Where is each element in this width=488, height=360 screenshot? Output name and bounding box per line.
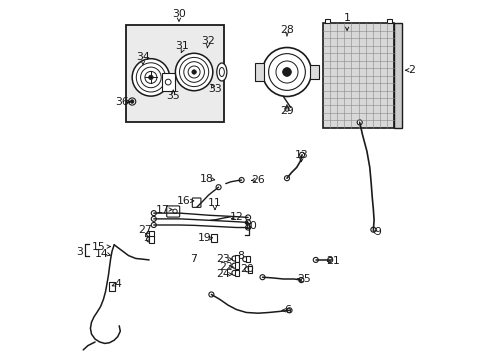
Text: 20: 20 — [240, 264, 254, 274]
Circle shape — [242, 257, 247, 262]
Bar — [322, 23, 393, 128]
Text: 27: 27 — [138, 225, 152, 235]
Bar — [235, 255, 239, 262]
Text: 9: 9 — [373, 227, 380, 237]
Circle shape — [231, 256, 237, 261]
Text: 25: 25 — [296, 274, 310, 284]
Circle shape — [244, 267, 249, 272]
Text: 14: 14 — [94, 249, 108, 259]
Bar — [324, 19, 329, 23]
Circle shape — [128, 98, 136, 105]
Bar — [108, 282, 115, 291]
Text: 31: 31 — [175, 41, 189, 51]
Circle shape — [245, 225, 250, 230]
Bar — [149, 236, 154, 243]
Text: 4: 4 — [114, 279, 121, 289]
FancyBboxPatch shape — [166, 206, 179, 217]
Circle shape — [130, 100, 134, 103]
Circle shape — [282, 68, 291, 76]
Bar — [149, 231, 154, 237]
Bar — [386, 19, 392, 23]
Circle shape — [284, 107, 288, 111]
FancyBboxPatch shape — [192, 198, 201, 207]
Circle shape — [313, 257, 318, 262]
Circle shape — [284, 176, 289, 181]
Bar — [393, 23, 401, 128]
Bar — [309, 65, 318, 79]
Bar — [162, 73, 174, 91]
Circle shape — [327, 257, 332, 262]
Text: 26: 26 — [251, 175, 264, 185]
Circle shape — [245, 220, 250, 225]
Text: 22: 22 — [219, 262, 233, 272]
Text: 28: 28 — [280, 24, 293, 35]
Circle shape — [231, 263, 237, 268]
Text: 23: 23 — [216, 254, 229, 264]
Text: 17: 17 — [155, 204, 169, 215]
Circle shape — [191, 70, 196, 74]
Circle shape — [151, 216, 156, 221]
Bar — [126, 25, 224, 122]
Text: 7: 7 — [189, 254, 196, 264]
Circle shape — [231, 270, 237, 275]
Text: 36: 36 — [115, 96, 129, 107]
Circle shape — [146, 231, 151, 237]
Text: 32: 32 — [201, 36, 214, 46]
Text: 10: 10 — [244, 221, 257, 231]
Text: 15: 15 — [92, 242, 105, 252]
Text: 30: 30 — [172, 9, 185, 19]
Text: 35: 35 — [166, 91, 180, 102]
Text: 2: 2 — [407, 65, 414, 75]
Ellipse shape — [216, 63, 226, 81]
Circle shape — [175, 53, 212, 91]
Text: 34: 34 — [136, 52, 149, 62]
Circle shape — [286, 308, 291, 313]
Text: 29: 29 — [280, 106, 293, 116]
Text: 11: 11 — [208, 198, 222, 208]
Circle shape — [370, 227, 375, 232]
Bar — [245, 256, 250, 262]
Text: 24: 24 — [216, 269, 229, 279]
Circle shape — [260, 275, 264, 280]
Bar — [235, 262, 239, 269]
Circle shape — [146, 237, 151, 242]
Text: 8: 8 — [237, 251, 244, 261]
Circle shape — [211, 236, 216, 241]
Text: 13: 13 — [294, 150, 307, 160]
Text: 3: 3 — [76, 247, 83, 257]
Circle shape — [151, 222, 156, 228]
Text: 6: 6 — [284, 305, 290, 315]
Text: 5: 5 — [143, 233, 150, 243]
Text: 33: 33 — [208, 84, 222, 94]
Text: 12: 12 — [229, 212, 243, 222]
Circle shape — [216, 185, 221, 190]
Bar — [255, 63, 264, 81]
Circle shape — [299, 152, 304, 157]
Text: 1: 1 — [343, 13, 350, 23]
Text: 21: 21 — [325, 256, 339, 266]
Text: 19: 19 — [198, 233, 211, 243]
Circle shape — [208, 292, 213, 297]
Circle shape — [356, 120, 362, 125]
Text: 18: 18 — [200, 174, 213, 184]
Text: 16: 16 — [176, 196, 190, 206]
Circle shape — [245, 215, 250, 220]
Bar — [211, 234, 216, 242]
Circle shape — [148, 75, 153, 80]
Circle shape — [298, 278, 303, 283]
Bar — [247, 266, 252, 273]
Bar — [235, 270, 239, 276]
Circle shape — [132, 59, 169, 96]
Circle shape — [239, 177, 244, 183]
Circle shape — [151, 211, 156, 216]
